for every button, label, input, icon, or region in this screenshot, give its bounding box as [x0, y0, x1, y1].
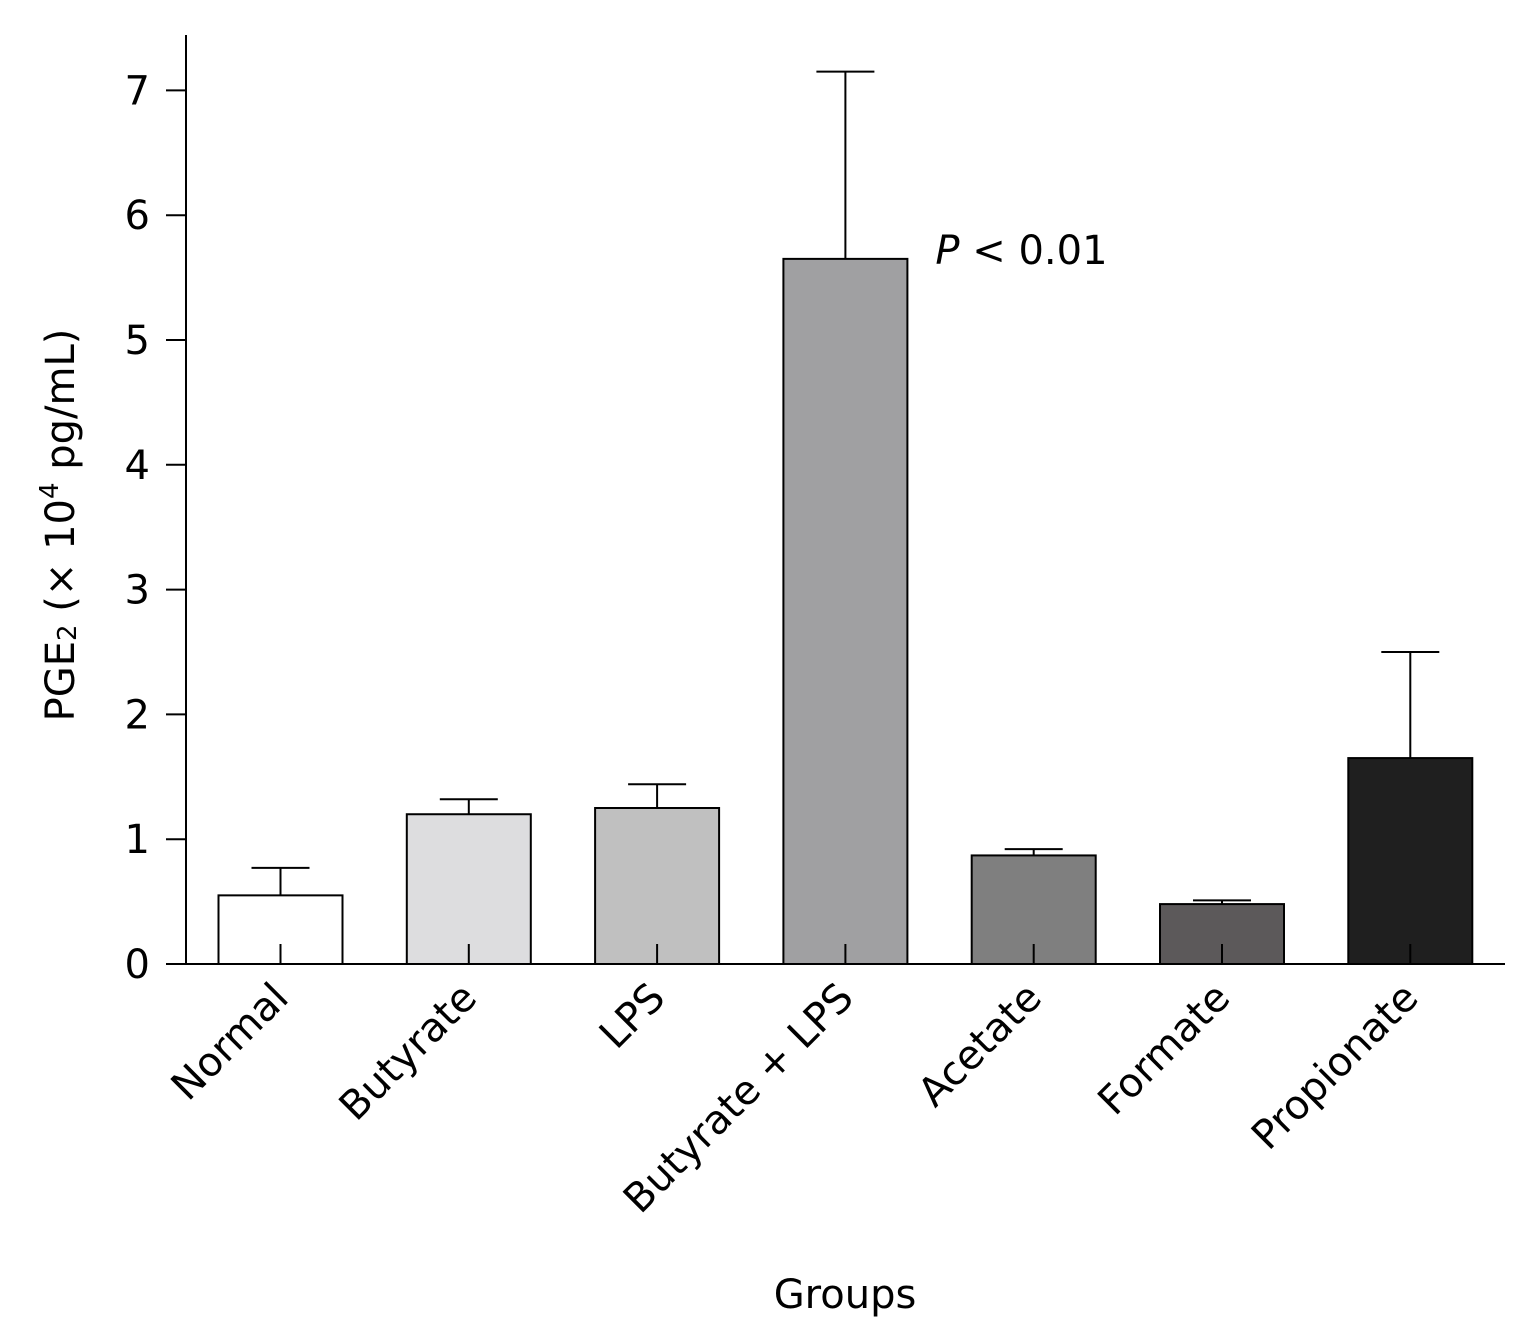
- bar: [594, 807, 721, 965]
- bar: [405, 813, 532, 965]
- category-label: Normal: [163, 975, 298, 1110]
- annotation-p: P: [935, 228, 960, 274]
- category-label: Formate: [1089, 975, 1239, 1125]
- bars-layer: [217, 257, 1474, 966]
- y-axis-title-middle: (× 10: [38, 499, 84, 624]
- category-label: LPS: [591, 975, 674, 1058]
- significance-annotation: P < 0.01: [935, 228, 1107, 274]
- category-label: Propionate: [1243, 975, 1427, 1159]
- y-axis-title-subscript: 2: [53, 624, 83, 641]
- annotation-rest: < 0.01: [960, 228, 1108, 274]
- y-tick-label: 3: [125, 568, 150, 614]
- y-tick-label: 0: [125, 942, 150, 988]
- y-axis-title-prefix: PGE: [38, 641, 84, 721]
- y-tick-label: 7: [125, 68, 150, 114]
- y-axis-title-superscript: 4: [35, 482, 65, 499]
- axes-layer: [166, 35, 1505, 965]
- y-tick-label: 2: [125, 692, 150, 738]
- x-axis-title: Groups: [774, 1272, 917, 1318]
- y-tick-label: 1: [125, 817, 150, 863]
- category-label: Butyrate: [331, 975, 486, 1130]
- bar: [1347, 757, 1474, 966]
- y-tick-label: 4: [125, 443, 150, 489]
- y-axis-title: PGE2 (× 104 pg/mL): [35, 329, 84, 722]
- y-tick-label: 6: [125, 193, 150, 239]
- error-bars-layer: [251, 70, 1440, 905]
- category-label: Acetate: [910, 975, 1051, 1116]
- y-tick-label: 5: [125, 318, 150, 364]
- y-axis-title-suffix: pg/mL): [38, 329, 84, 483]
- bar: [782, 257, 909, 965]
